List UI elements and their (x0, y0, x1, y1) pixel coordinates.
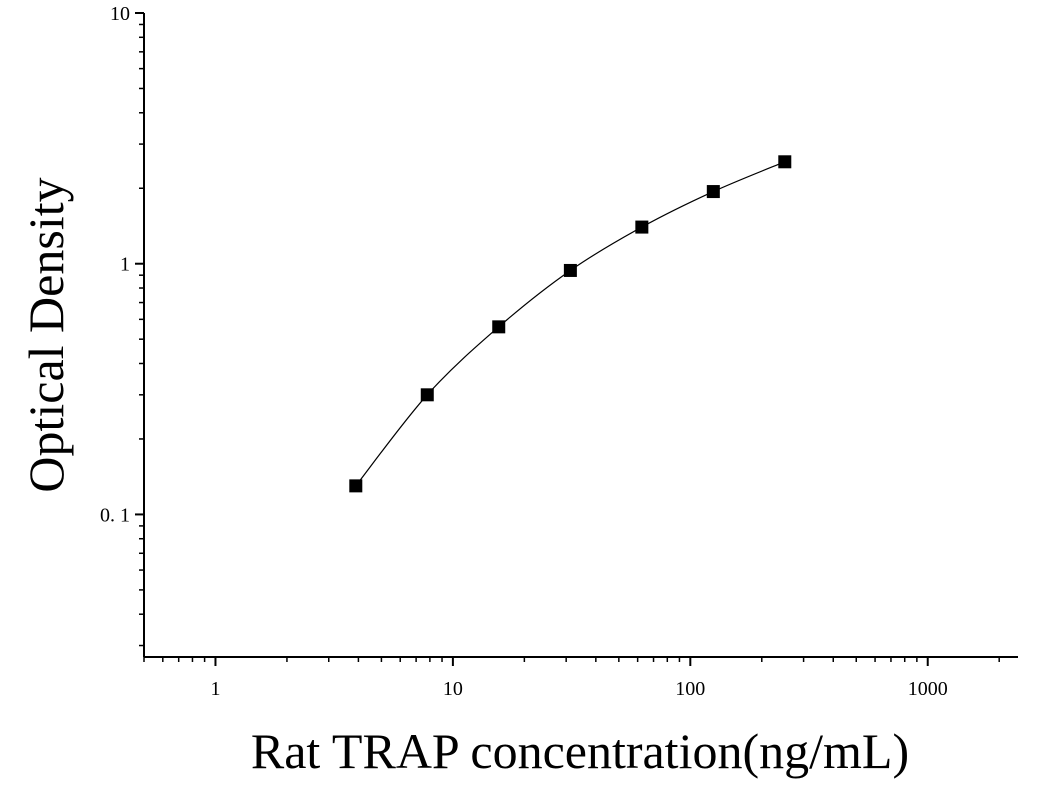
data-point (349, 479, 363, 493)
y-tick-label: 0. 1 (100, 504, 130, 526)
data-point (563, 263, 577, 277)
data-point (706, 185, 720, 199)
y-tick-label: 10 (110, 3, 130, 25)
x-axis-title: Rat TRAP concentration(ng/mL) (251, 723, 909, 779)
data-point (635, 220, 649, 234)
data-point (778, 155, 792, 169)
fit-curve (355, 161, 786, 487)
data-point (420, 388, 434, 402)
data-point (492, 320, 506, 334)
data-points-layer (349, 155, 792, 493)
x-tick-label: 1 (210, 678, 220, 700)
x-tick-label: 1000 (908, 678, 948, 700)
x-tick-label: 100 (675, 678, 705, 700)
x-tick-label: 10 (443, 678, 463, 700)
y-tick-label: 1 (120, 254, 130, 276)
axes: 1 10 100 1000 0. 1 1 10 (100, 3, 1018, 700)
fit-curve-layer (355, 161, 786, 487)
y-axis-title: Optical Density (18, 177, 74, 492)
